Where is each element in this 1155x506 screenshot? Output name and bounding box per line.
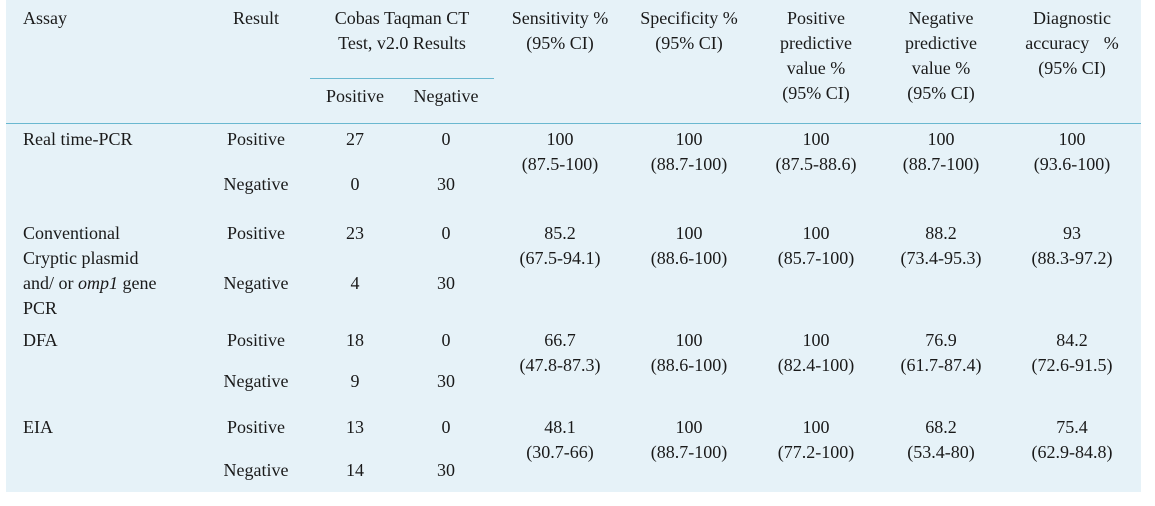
- row-assay-label-line4: PCR: [23, 298, 58, 318]
- row-assay-label: DFA: [23, 330, 58, 350]
- cell-ppv-ci: (85.7-100): [777, 248, 855, 268]
- cell-npv: 76.9: [925, 330, 957, 350]
- row-assay-label: Real time-PCR: [23, 129, 133, 149]
- header-ppv-line2: predictive: [780, 33, 852, 53]
- cell-pos-pos: 23: [346, 223, 364, 243]
- header-result: Result: [232, 8, 279, 28]
- panel-edge: [1141, 0, 1146, 492]
- cell-neg-neg: 30: [437, 273, 455, 293]
- cell-npv-ci: (88.7-100): [902, 154, 980, 174]
- row-result-positive: Positive: [226, 417, 285, 437]
- row-result-negative: Negative: [223, 371, 289, 391]
- cell-sensitivity: 48.1: [544, 417, 576, 437]
- cell-accuracy-ci: (62.9-84.8): [1031, 442, 1113, 462]
- cell-neg-pos: 14: [346, 460, 364, 480]
- cell-neg-pos: 0: [350, 174, 360, 194]
- cell-npv: 100: [927, 129, 955, 149]
- row-result-negative: Negative: [223, 273, 289, 293]
- cell-specificity: 100: [675, 417, 703, 437]
- cell-neg-neg: 30: [437, 371, 455, 391]
- cell-npv: 88.2: [925, 223, 957, 243]
- header-npv-line1: Negative: [908, 8, 974, 28]
- cell-sensitivity-ci: (87.5-100): [521, 154, 599, 174]
- cell-ppv: 100: [802, 129, 830, 149]
- cell-accuracy-ci: (93.6-100): [1033, 154, 1111, 174]
- cell-pos-neg: 0: [441, 129, 451, 149]
- header-positive: Positive: [325, 86, 384, 106]
- cell-ppv: 100: [802, 417, 830, 437]
- row-result-positive: Positive: [226, 330, 285, 350]
- header-npv-line4: (95% CI): [907, 83, 975, 103]
- cell-pos-neg: 0: [441, 330, 451, 350]
- row-assay-label-line2: Cryptic plasmid: [23, 248, 139, 268]
- cell-accuracy-ci: (72.6-91.5): [1031, 355, 1113, 375]
- row-assay-text: and/ or: [23, 273, 78, 293]
- cell-ppv-ci: (87.5-88.6): [775, 154, 857, 174]
- header-bottom-rule: [6, 123, 1141, 124]
- cell-ppv-ci: (82.4-100): [777, 355, 855, 375]
- header-negative: Negative: [413, 86, 479, 106]
- cell-specificity-ci: (88.6-100): [650, 248, 728, 268]
- row-assay-label-line3: and/ or omp1 gene: [23, 271, 156, 296]
- header-assay: Assay: [23, 8, 67, 28]
- cell-pos-pos: 27: [346, 129, 364, 149]
- cell-pos-pos: 13: [346, 417, 364, 437]
- cell-accuracy: 84.2: [1056, 330, 1088, 350]
- cell-accuracy-ci: (88.3-97.2): [1031, 248, 1113, 268]
- cell-specificity: 100: [675, 330, 703, 350]
- header-ppv-line3: value %: [786, 58, 846, 78]
- cell-ppv-ci: (77.2-100): [777, 442, 855, 462]
- row-assay-gene-name: omp1: [77, 273, 118, 293]
- cell-npv: 68.2: [925, 417, 957, 437]
- header-npv-line3: value %: [911, 58, 971, 78]
- cell-accuracy: 75.4: [1056, 417, 1088, 437]
- cell-neg-pos: 4: [350, 273, 360, 293]
- cell-sensitivity: 66.7: [544, 330, 576, 350]
- header-specificity-line1: Specificity %: [640, 8, 738, 28]
- cell-ppv: 100: [802, 223, 830, 243]
- header-npv-line2: predictive: [905, 33, 977, 53]
- header-accuracy-line2: accuracy %: [1025, 33, 1119, 53]
- cell-neg-neg: 30: [437, 174, 455, 194]
- header-accuracy-line1: Diagnostic: [1033, 8, 1111, 28]
- cell-accuracy: 93: [1063, 223, 1081, 243]
- row-result-positive: Positive: [226, 129, 285, 149]
- header-cobas-line1: Cobas Taqman CT: [334, 8, 470, 28]
- cell-ppv: 100: [802, 330, 830, 350]
- cell-neg-pos: 9: [350, 371, 360, 391]
- header-specificity-line2: (95% CI): [655, 33, 723, 53]
- row-assay-label: Conventional: [23, 223, 120, 243]
- header-ppv-line1: Positive: [786, 8, 845, 28]
- cell-specificity: 100: [675, 223, 703, 243]
- header-accuracy-line3: (95% CI): [1038, 58, 1106, 78]
- header-sensitivity-line2: (95% CI): [526, 33, 594, 53]
- cell-sensitivity: 85.2: [544, 223, 576, 243]
- header-sensitivity-line1: Sensitivity %: [511, 8, 609, 28]
- cell-npv-ci: (61.7-87.4): [900, 355, 982, 375]
- cell-sensitivity-ci: (30.7-66): [526, 442, 594, 462]
- header-cobas-line2: Test, v2.0 Results: [338, 33, 466, 53]
- cell-specificity-ci: (88.7-100): [650, 442, 728, 462]
- cell-pos-neg: 0: [441, 417, 451, 437]
- header-ppv-line4: (95% CI): [782, 83, 850, 103]
- cell-neg-neg: 30: [437, 460, 455, 480]
- cell-sensitivity-ci: (67.5-94.1): [519, 248, 601, 268]
- cell-sensitivity: 100: [546, 129, 574, 149]
- cell-specificity-ci: (88.6-100): [650, 355, 728, 375]
- cell-npv-ci: (53.4-80): [907, 442, 975, 462]
- row-result-negative: Negative: [223, 460, 289, 480]
- cell-sensitivity-ci: (47.8-87.3): [519, 355, 601, 375]
- cell-specificity-ci: (88.7-100): [650, 154, 728, 174]
- cell-accuracy: 100: [1058, 129, 1086, 149]
- header-subrule: [310, 78, 494, 79]
- cell-pos-neg: 0: [441, 223, 451, 243]
- cell-pos-pos: 18: [346, 330, 364, 350]
- cell-npv-ci: (73.4-95.3): [900, 248, 982, 268]
- row-assay-text: gene: [117, 273, 157, 293]
- row-result-negative: Negative: [223, 174, 289, 194]
- cell-specificity: 100: [675, 129, 703, 149]
- row-result-positive: Positive: [226, 223, 285, 243]
- row-assay-label: EIA: [23, 417, 53, 437]
- table-panel: [6, 0, 1141, 492]
